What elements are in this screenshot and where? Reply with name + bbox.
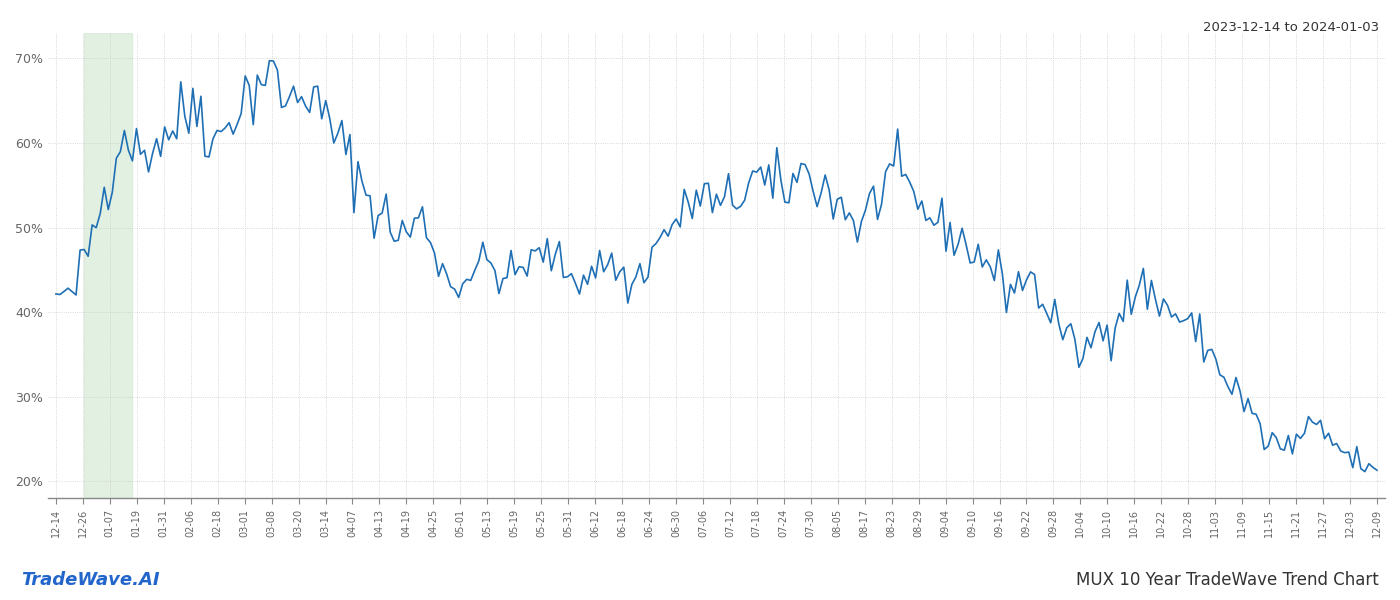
Text: TradeWave.AI: TradeWave.AI	[21, 571, 160, 589]
Text: MUX 10 Year TradeWave Trend Chart: MUX 10 Year TradeWave Trend Chart	[1077, 571, 1379, 589]
Text: 2023-12-14 to 2024-01-03: 2023-12-14 to 2024-01-03	[1203, 21, 1379, 34]
Bar	[84, 33, 133, 498]
